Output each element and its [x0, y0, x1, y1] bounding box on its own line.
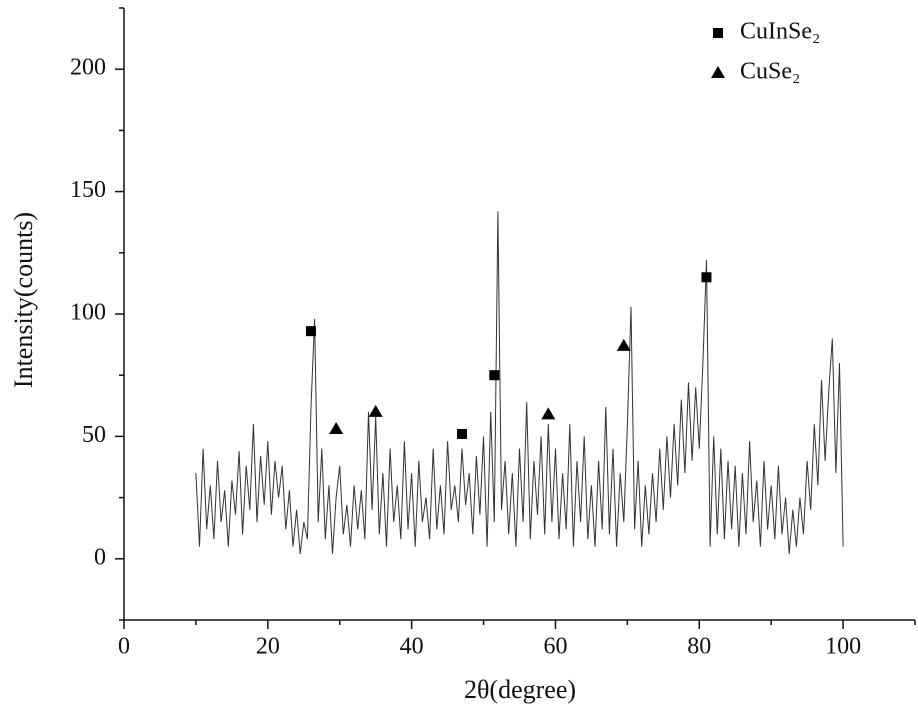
legend-marker: [711, 66, 725, 78]
peak-marker: [368, 404, 383, 417]
x-tick-label: 60: [543, 634, 567, 660]
y-tick-label: 200: [70, 55, 106, 81]
peak-marker: [541, 407, 556, 420]
xrd-pattern: [195, 211, 844, 554]
peak-marker: [456, 428, 467, 439]
y-tick-label: 0: [94, 544, 106, 570]
x-tick-label: 0: [118, 634, 130, 660]
y-tick-label: 150: [70, 177, 106, 203]
peak-marker: [701, 272, 712, 283]
x-tick-label: 80: [687, 634, 711, 660]
peak-marker: [329, 422, 344, 435]
y-tick-label: 100: [70, 300, 106, 326]
x-tick-label: 20: [256, 634, 280, 660]
legend-label: CuInSe₂: [740, 19, 820, 45]
peak-marker: [305, 326, 316, 337]
y-tick-label: 50: [82, 422, 106, 448]
peak-marker: [616, 338, 631, 351]
legend-label: CuSe₂: [740, 59, 800, 85]
x-tick-label: 100: [825, 634, 861, 660]
peak-marker: [489, 370, 500, 381]
y-axis-label: Intensity(counts): [9, 212, 38, 388]
x-axis-label: 2θ(degree): [464, 675, 576, 704]
x-tick-label: 40: [400, 634, 424, 660]
legend-marker: [713, 28, 723, 38]
